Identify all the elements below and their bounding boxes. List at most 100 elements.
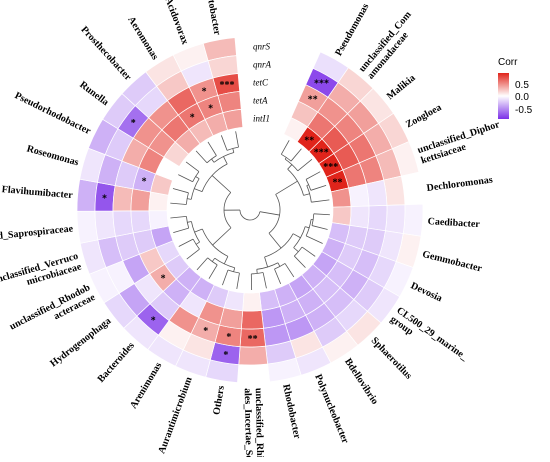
svg-text:Aurantimicrobium: Aurantimicrobium xyxy=(156,375,194,455)
svg-text:Arenimonas: Arenimonas xyxy=(128,360,164,410)
dendrogram-branch xyxy=(186,162,199,172)
heatmap-cell xyxy=(131,189,151,211)
svg-text:unclassified_Saprospiraceae: unclassified_Saprospiraceae xyxy=(0,223,74,246)
dendrogram-branch xyxy=(196,242,200,244)
dendrogram-branch xyxy=(187,249,200,259)
svg-text:Hydrogenophaga: Hydrogenophaga xyxy=(48,316,113,370)
significance-mark: * xyxy=(102,194,107,205)
heatmap-cell xyxy=(349,184,369,207)
genus-label: Pseudomonas xyxy=(333,2,371,58)
svg-text:Acidovorax: Acidovorax xyxy=(162,0,190,46)
svg-text:Others: Others xyxy=(211,385,227,416)
svg-text:Gemmobacter: Gemmobacter xyxy=(421,249,483,275)
genus-label: Acinetobacter xyxy=(201,0,223,37)
dendrogram-branch xyxy=(234,268,235,272)
dendrogram-branch xyxy=(236,131,239,147)
gene-label: tetA xyxy=(253,96,268,106)
dendrogram-branch xyxy=(237,273,240,289)
svg-text:Pseudorhodobacter: Pseudorhodobacter xyxy=(13,90,93,137)
genus-label: Aurantimicrobium xyxy=(156,375,194,455)
genus-label: unclassified_Saprospiraceae xyxy=(0,223,74,246)
genus-label: Acidovorax xyxy=(162,0,190,46)
significance-mark: * xyxy=(226,332,231,343)
dendrogram-branch xyxy=(213,228,231,245)
svg-text:Aeromonas: Aeromonas xyxy=(125,15,160,62)
genus-label: Arenimonas xyxy=(128,360,164,410)
svg-text:Flavihumibacter: Flavihumibacter xyxy=(1,184,73,201)
svg-text:Malikia: Malikia xyxy=(385,73,418,103)
dendrogram-branch xyxy=(224,157,228,165)
dendrogram-branch xyxy=(305,227,309,228)
dendrogram-branch xyxy=(293,234,300,238)
significance-mark: *** xyxy=(220,80,235,91)
dendrogram-branch xyxy=(278,263,280,267)
significance-mark: *** xyxy=(314,79,329,90)
genus-label: Dechloromonas xyxy=(426,175,493,194)
heatmap-cell xyxy=(237,364,269,383)
significance-mark: * xyxy=(203,326,208,337)
dendrogram-branch xyxy=(314,214,330,215)
genus-label: Caedibacter xyxy=(427,216,480,230)
genus-label: Bdellovibrio xyxy=(342,356,380,406)
svg-text:Polynucleobacter: Polynucleobacter xyxy=(312,373,351,446)
significance-mark: * xyxy=(151,315,156,326)
dendrogram-branch xyxy=(173,228,188,233)
dendrogram-branch xyxy=(274,269,280,284)
dendrogram-branch xyxy=(208,142,216,156)
gene-label: qnrS xyxy=(253,42,271,52)
heatmap-cell xyxy=(366,180,387,206)
svg-text:Roseomonas: Roseomonas xyxy=(25,143,79,168)
dendrogram-branch xyxy=(288,165,292,170)
dendrogram-branch xyxy=(291,149,301,161)
genus-label: Malikia xyxy=(385,73,418,103)
genus-label: Devosia xyxy=(409,280,444,304)
heatmap-cell xyxy=(332,207,351,226)
heatmap-cell xyxy=(77,179,97,211)
heatmap-cell xyxy=(113,211,133,237)
dendrogram-branch xyxy=(269,233,281,248)
dendrogram-branch xyxy=(195,229,203,232)
dendrogram-branch xyxy=(285,263,294,276)
svg-text:Bdellovibrio: Bdellovibrio xyxy=(342,356,380,406)
dendrogram-branch xyxy=(260,212,280,215)
significance-mark: * xyxy=(131,118,136,129)
significance-mark: * xyxy=(208,103,213,114)
svg-text:ales_Incertae_Sedis: ales_Incertae_Sedis xyxy=(242,388,255,457)
dendrogram-branch xyxy=(212,258,214,261)
gene-label: tetC xyxy=(253,78,269,88)
legend-tick-low: -0.5 xyxy=(515,105,533,116)
heatmap-cell xyxy=(113,186,133,211)
significance-mark: ** xyxy=(248,334,258,345)
heatmap-cell xyxy=(95,211,116,240)
dendrogram-branch xyxy=(222,270,228,285)
dendrogram-branch xyxy=(212,159,215,162)
dendrogram-branch xyxy=(304,194,310,196)
legend-tick-high: 0.5 xyxy=(515,80,529,91)
gene-label: qnrA xyxy=(253,60,272,70)
dendrogram-branch xyxy=(240,210,260,220)
legend-tick-mid: 0.0 xyxy=(515,92,529,103)
genus-label: Aeromonas xyxy=(125,15,160,62)
genus-label: Gemmobacter xyxy=(421,249,483,275)
genus-label: Runella xyxy=(77,79,110,108)
svg-text:Sphaerotilus: Sphaerotilus xyxy=(369,335,414,381)
genus-label: Bacteroides xyxy=(96,340,137,385)
genus-label: Polynucleobacter xyxy=(312,373,351,446)
dendrogram-branch xyxy=(233,148,234,152)
genus-label: Sphaerotilus xyxy=(369,335,414,381)
significance-mark: *** xyxy=(323,162,338,173)
dendrogram-branch xyxy=(212,175,231,192)
heatmap-cell xyxy=(385,205,405,234)
dendrogram-branch xyxy=(194,189,202,192)
gene-label: intI1 xyxy=(253,114,270,124)
genus-label: Others xyxy=(211,385,227,416)
significance-mark: *** xyxy=(314,148,329,159)
heatmap-cell xyxy=(403,204,423,236)
dendrogram-branch xyxy=(173,188,189,192)
dendrogram-branch xyxy=(263,273,266,289)
dendrogram-branch xyxy=(197,258,208,270)
significance-mark: * xyxy=(142,176,147,187)
